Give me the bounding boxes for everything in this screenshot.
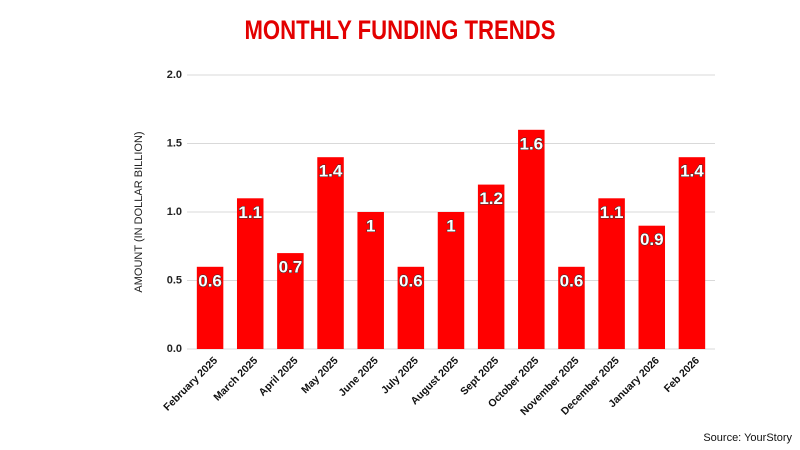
x-tick-label: February 2025: [161, 354, 220, 413]
value-label: 0.6: [560, 271, 584, 290]
x-tick-label: July 2025: [379, 354, 421, 396]
value-label: 1: [366, 216, 375, 235]
chart-title: MONTHLY FUNDING TRENDS: [245, 16, 556, 46]
y-tick-label: 2.0: [167, 69, 182, 81]
x-tick-label: May 2025: [299, 354, 341, 396]
value-label: 1.1: [600, 203, 624, 222]
y-tick-label: 1.0: [167, 206, 182, 218]
value-label: 0.9: [640, 230, 664, 249]
value-label: 1.4: [680, 162, 704, 181]
y-tick-label: 0.0: [167, 343, 182, 355]
y-axis-label: AMOUNT (IN DOLLAR BILLION): [133, 131, 145, 292]
value-label: 0.7: [279, 258, 303, 277]
value-label: 1.6: [519, 134, 543, 153]
bar: [678, 157, 706, 349]
bar: [196, 266, 224, 349]
value-label: 1.2: [479, 189, 503, 208]
bar: [598, 198, 625, 349]
bar: [477, 184, 505, 349]
value-label: 0.6: [399, 271, 423, 290]
value-label: 1.1: [238, 203, 262, 222]
bar: [638, 225, 666, 349]
x-tick-label: June 2025: [336, 354, 381, 399]
y-tick-label: 1.5: [167, 137, 182, 149]
bar: [357, 212, 384, 349]
source-note: Source: YourStory: [703, 432, 792, 444]
bar: [397, 266, 425, 349]
bar: [317, 157, 344, 349]
bar: [236, 198, 264, 349]
value-label: 0.6: [198, 271, 222, 290]
bar: [437, 212, 465, 349]
bar: [518, 129, 545, 349]
value-label: 1.4: [319, 162, 343, 181]
bar: [277, 253, 304, 349]
x-tick-label: April 2025: [256, 354, 300, 398]
value-label: 1: [446, 216, 455, 235]
x-tick-label: Feb 2026: [662, 354, 702, 394]
y-tick-label: 0.5: [167, 274, 182, 286]
bar: [558, 266, 585, 349]
